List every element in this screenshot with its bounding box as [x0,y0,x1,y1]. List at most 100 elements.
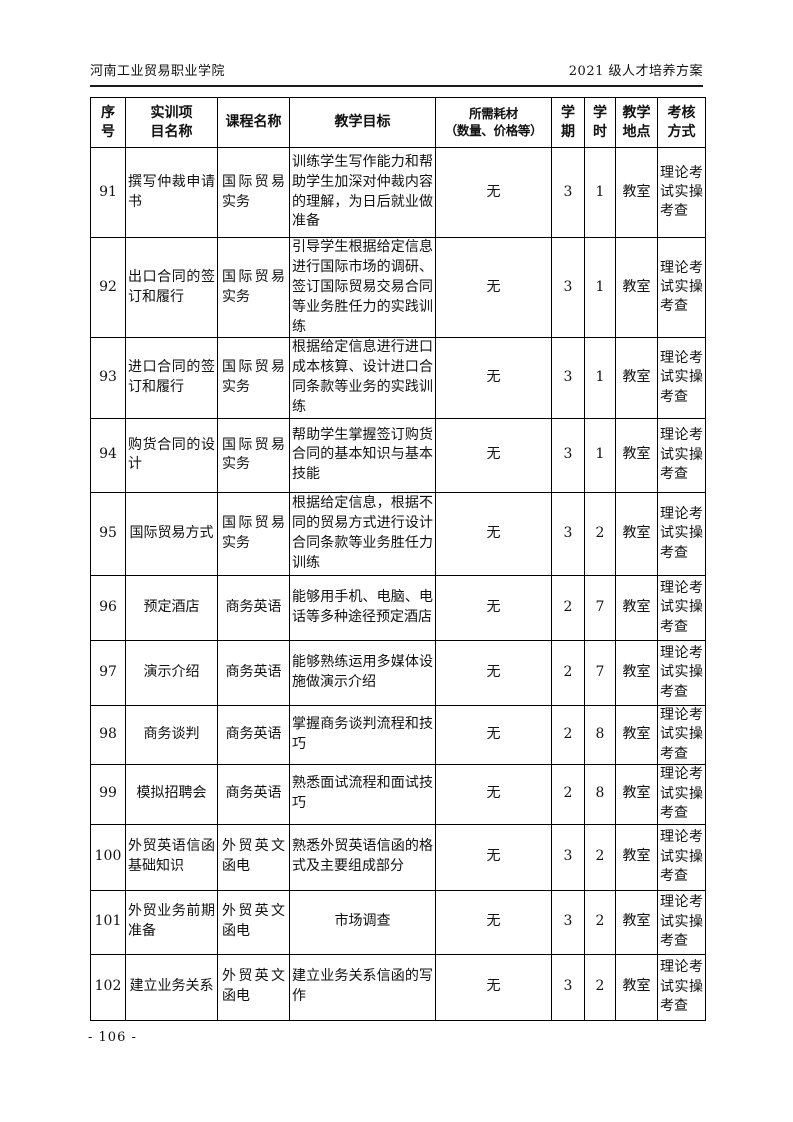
cell-serial-number: 93 [90,337,126,419]
cell-course-name: 国际贸易实务 [217,491,290,576]
table-row: 91 撰写仲裁申请书 国际贸易实务 训练学生写作能力和帮助学生加深对仲裁内容的理… [90,147,706,238]
cell-teaching-goal: 根据给定信息，根据不同的贸易方式进行设计合同条款等业务胜任力训练 [289,491,436,576]
training-projects-table: 序 号 实训项 目名称 课程名称 教学目标 所需耗材 （数量、价格等） 学 期 … [90,97,706,1021]
header-school-name: 河南工业贸易职业学院 [90,64,226,79]
cell-serial-number: 99 [90,763,126,825]
cell-semester: 3 [551,491,585,576]
cell-materials: 无 [435,953,552,1021]
cell-materials: 无 [435,236,552,339]
cell-materials: 无 [435,337,552,419]
cell-serial-number: 101 [90,889,126,955]
table-row: 93 进口合同的签订和履行 国际贸易实务 根据给定信息进行进口成本核算、设计进口… [90,337,706,419]
cell-semester: 3 [551,236,585,339]
cell-project-name: 演示介绍 [125,639,218,706]
cell-project-name: 国际贸易方式 [125,491,218,576]
cell-hours: 2 [584,491,616,576]
table-row: 97 演示介绍 商务英语 能够熟练运用多媒体设施做演示介绍 无 2 7 教室 理… [90,639,706,706]
col-header-serial: 序 号 [90,97,126,148]
cell-semester: 2 [551,639,585,706]
cell-location: 教室 [615,763,658,825]
cell-course-name: 国际贸易实务 [217,236,290,339]
cell-assessment: 理论考试实操考查 [657,889,706,955]
cell-course-name: 商务英语 [217,704,290,765]
cell-assessment: 理论考试实操考查 [657,823,706,891]
col-header-materials: 所需耗材 （数量、价格等） [435,97,552,148]
cell-location: 教室 [615,704,658,765]
cell-location: 教室 [615,639,658,706]
cell-location: 教室 [615,236,658,339]
cell-project-name: 撰写仲裁申请书 [125,147,218,238]
cell-serial-number: 91 [90,147,126,238]
cell-serial-number: 94 [90,417,126,493]
table-row: 101 外贸业务前期准备 外贸英文函电 市场调查 无 3 2 教室 理论考试实操… [90,889,706,955]
col-header-hours: 学 时 [584,97,616,148]
cell-assessment: 理论考试实操考查 [657,491,706,576]
cell-hours: 8 [584,763,616,825]
table-row: 100 外贸英语信函基础知识 外贸英文函电 熟悉外贸英语信函的格式及主要组成部分… [90,823,706,891]
cell-location: 教室 [615,889,658,955]
cell-course-name: 外贸英文函电 [217,823,290,891]
cell-project-name: 外贸英语信函基础知识 [125,823,218,891]
cell-project-name: 商务谈判 [125,704,218,765]
cell-assessment: 理论考试实操考查 [657,953,706,1021]
cell-materials: 无 [435,147,552,238]
cell-course-name: 外贸英文函电 [217,889,290,955]
table-header-row: 序 号 实训项 目名称 课程名称 教学目标 所需耗材 （数量、价格等） 学 期 … [90,97,706,148]
cell-serial-number: 92 [90,236,126,339]
cell-materials: 无 [435,704,552,765]
cell-project-name: 模拟招聘会 [125,763,218,825]
cell-serial-number: 102 [90,953,126,1021]
table-row: 99 模拟招聘会 商务英语 熟悉面试流程和面试技巧 无 2 8 教室 理论考试实… [90,763,706,825]
cell-hours: 7 [584,574,616,641]
cell-hours: 1 [584,147,616,238]
table-row: 102 建立业务关系 外贸英文函电 建立业务关系信函的写作 无 3 2 教室 理… [90,953,706,1021]
cell-course-name: 商务英语 [217,639,290,706]
cell-materials: 无 [435,417,552,493]
cell-teaching-goal: 建立业务关系信函的写作 [289,953,436,1021]
cell-assessment: 理论考试实操考查 [657,147,706,238]
cell-teaching-goal: 引导学生根据给定信息进行国际市场的调研、签订国际贸易交易合同等业务胜任力的实践训… [289,236,436,339]
col-header-semester: 学 期 [551,97,585,148]
cell-serial-number: 97 [90,639,126,706]
cell-location: 教室 [615,823,658,891]
cell-assessment: 理论考试实操考查 [657,417,706,493]
cell-teaching-goal: 训练学生写作能力和帮助学生加深对仲裁内容的理解，为日后就业做准备 [289,147,436,238]
cell-hours: 1 [584,236,616,339]
cell-location: 教室 [615,417,658,493]
cell-project-name: 预定酒店 [125,574,218,641]
cell-hours: 1 [584,417,616,493]
cell-materials: 无 [435,763,552,825]
cell-location: 教室 [615,574,658,641]
cell-project-name: 购货合同的设计 [125,417,218,493]
cell-hours: 2 [584,889,616,955]
cell-assessment: 理论考试实操考查 [657,236,706,339]
cell-semester: 3 [551,337,585,419]
cell-teaching-goal: 熟悉外贸英语信函的格式及主要组成部分 [289,823,436,891]
cell-teaching-goal: 帮助学生掌握签订购货合同的基本知识与基本技能 [289,417,436,493]
cell-course-name: 国际贸易实务 [217,417,290,493]
col-header-course: 课程名称 [217,97,290,148]
cell-assessment: 理论考试实操考查 [657,574,706,641]
cell-location: 教室 [615,337,658,419]
cell-semester: 2 [551,763,585,825]
cell-project-name: 进口合同的签订和履行 [125,337,218,419]
cell-location: 教室 [615,491,658,576]
cell-serial-number: 100 [90,823,126,891]
page-running-header: 河南工业贸易职业学院 2021 级人才培养方案 [90,60,703,87]
cell-semester: 2 [551,704,585,765]
cell-hours: 8 [584,704,616,765]
cell-hours: 2 [584,953,616,1021]
cell-course-name: 国际贸易实务 [217,147,290,238]
table-row: 95 国际贸易方式 国际贸易实务 根据给定信息，根据不同的贸易方式进行设计合同条… [90,491,706,576]
cell-teaching-goal: 能够熟练运用多媒体设施做演示介绍 [289,639,436,706]
cell-semester: 3 [551,417,585,493]
cell-teaching-goal: 能够用手机、电脑、电话等多种途径预定酒店 [289,574,436,641]
cell-materials: 无 [435,639,552,706]
cell-materials: 无 [435,823,552,891]
cell-materials: 无 [435,491,552,576]
cell-hours: 1 [584,337,616,419]
cell-materials: 无 [435,889,552,955]
col-header-location: 教学 地点 [615,97,658,148]
cell-semester: 2 [551,574,585,641]
